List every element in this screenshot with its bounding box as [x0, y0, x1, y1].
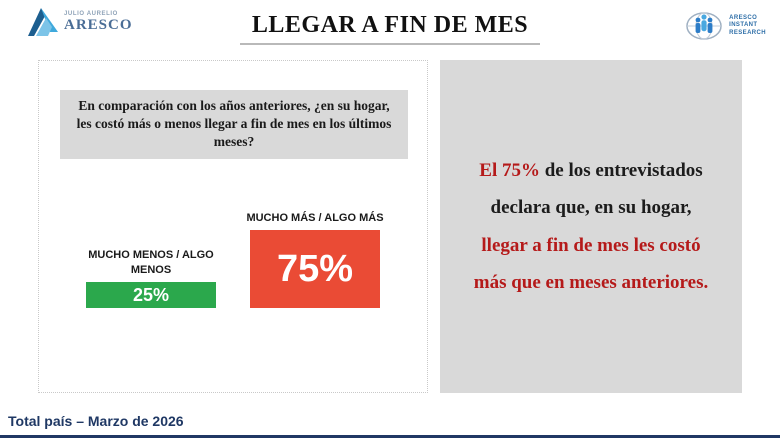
bottom-rule — [0, 435, 780, 438]
callout-panel: El 75% de los entrevistados declara que,… — [440, 60, 742, 393]
callout-line3: llegar a fin de mes les costó — [481, 234, 701, 256]
aresco-logo: JULIO AURELIO ARESCO — [26, 6, 133, 38]
globe-people-icon — [686, 12, 722, 40]
bar-label-menos: MUCHO MENOS / ALGO MENOS — [88, 249, 214, 276]
page-title: LLEGAR A FIN DE MES — [239, 12, 541, 45]
air-line-3: RESEARCH — [729, 29, 766, 36]
bar-menos: 25% — [86, 282, 216, 308]
aresco-logo-text: JULIO AURELIO ARESCO — [64, 11, 133, 33]
callout-line1-highlight: El 75% — [479, 160, 540, 182]
title-wrap: LLEGAR A FIN DE MES — [0, 12, 780, 45]
callout-text: El 75% de los entrevistados declara que,… — [474, 152, 708, 300]
bar-group-menos: MUCHO MENOS / ALGO MENOS 25% — [76, 248, 226, 308]
bar-group-mas: MUCHO MÁS / ALGO MÁS 75% — [240, 211, 390, 308]
air-line-2: INSTANT — [729, 22, 758, 29]
bar-mas: 75% — [250, 230, 380, 308]
aresco-instant-research-logo: ARESCO INSTANT RESEARCH — [684, 8, 766, 44]
aresco-tagline: JULIO AURELIO — [64, 11, 118, 17]
question-box: En comparación con los años anteriores, … — [60, 90, 408, 159]
bar-value-mas: 75% — [276, 247, 354, 290]
callout-line4: más que en meses anteriores. — [473, 271, 709, 293]
header: JULIO AURELIO ARESCO LLEGAR A FIN DE MES — [0, 0, 780, 56]
aresco-triangle-icon — [28, 8, 58, 36]
footnote: Total país – Marzo de 2026 — [8, 413, 184, 429]
chart-panel: En comparación con los años anteriores, … — [38, 60, 428, 393]
callout-line2: declara que, en su hogar, — [490, 197, 692, 219]
air-line-1: ARESCO — [729, 14, 758, 21]
bar-label-mas: MUCHO MÁS / ALGO MÁS — [246, 211, 384, 224]
callout-line1-rest: de los entrevistados — [539, 160, 703, 182]
bar-value-menos: 25% — [132, 284, 170, 305]
instant-research-text: ARESCO INSTANT RESEARCH — [729, 15, 766, 38]
bar-chart: MUCHO MENOS / ALGO MENOS 25% MUCHO MÁS /… — [39, 211, 427, 308]
aresco-brand: ARESCO — [64, 17, 133, 33]
